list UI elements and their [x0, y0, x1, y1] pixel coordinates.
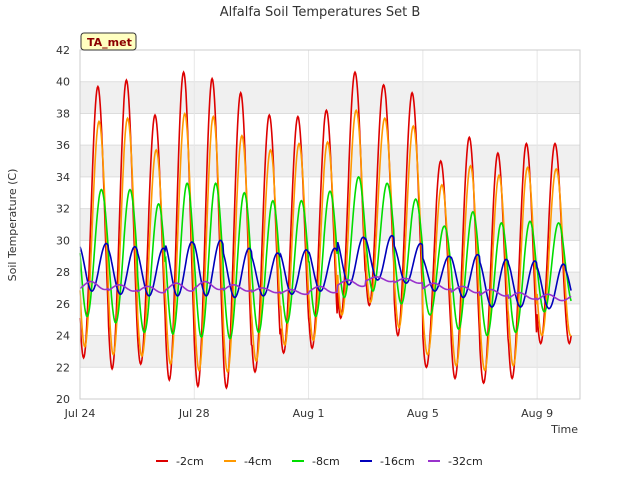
series-lines — [79, 70, 572, 390]
y-tick-label: 22 — [56, 361, 70, 374]
badge-label: TA_met — [87, 36, 132, 49]
x-axis-ticks: Jul 24 Jul 28 Aug 1 Aug 5 Aug 9 — [64, 407, 554, 420]
y-tick-label: 42 — [56, 44, 70, 57]
y-tick-label: 38 — [56, 107, 70, 120]
y-tick-label: 26 — [56, 298, 70, 311]
legend-label: -4cm — [244, 455, 272, 468]
x-tick-label: Jul 24 — [64, 407, 96, 420]
y-tick-label: 28 — [56, 266, 70, 279]
y-tick-label: 32 — [56, 203, 70, 216]
y-tick-label: 20 — [56, 393, 70, 406]
plot-frame — [79, 49, 581, 400]
x-tick-label: Jul 28 — [178, 407, 210, 420]
series-line-8cm — [79, 175, 572, 340]
background-band — [80, 335, 580, 368]
ta-met-badge: TA_met — [80, 32, 137, 51]
x-tick-label: Aug 1 — [293, 407, 325, 420]
x-tick-label: Aug 9 — [521, 407, 553, 420]
x-axis-label: Time — [550, 423, 578, 436]
y-tick-label: 40 — [56, 76, 70, 89]
y-axis-label: Soil Temperature (C) — [6, 169, 19, 282]
legend-label: -32cm — [448, 455, 483, 468]
background-band — [80, 81, 580, 114]
legend-label: -2cm — [176, 455, 204, 468]
y-tick-label: 34 — [56, 171, 70, 184]
y-tick-label: 36 — [56, 139, 70, 152]
chart-title: Alfalfa Soil Temperatures Set B — [220, 5, 421, 20]
y-axis-ticks: 20 22 24 26 28 30 32 34 36 38 40 42 — [56, 44, 70, 406]
legend-label: -16cm — [380, 455, 415, 468]
series-line-16cm — [79, 234, 572, 310]
series-line-32cm — [79, 276, 572, 302]
legend-label: -8cm — [312, 455, 340, 468]
y-tick-label: 30 — [56, 234, 70, 247]
x-tick-label: Aug 5 — [407, 407, 439, 420]
y-tick-label: 24 — [56, 330, 70, 343]
legend: -2cm -4cm -8cm -16cm -32cm — [156, 455, 483, 468]
